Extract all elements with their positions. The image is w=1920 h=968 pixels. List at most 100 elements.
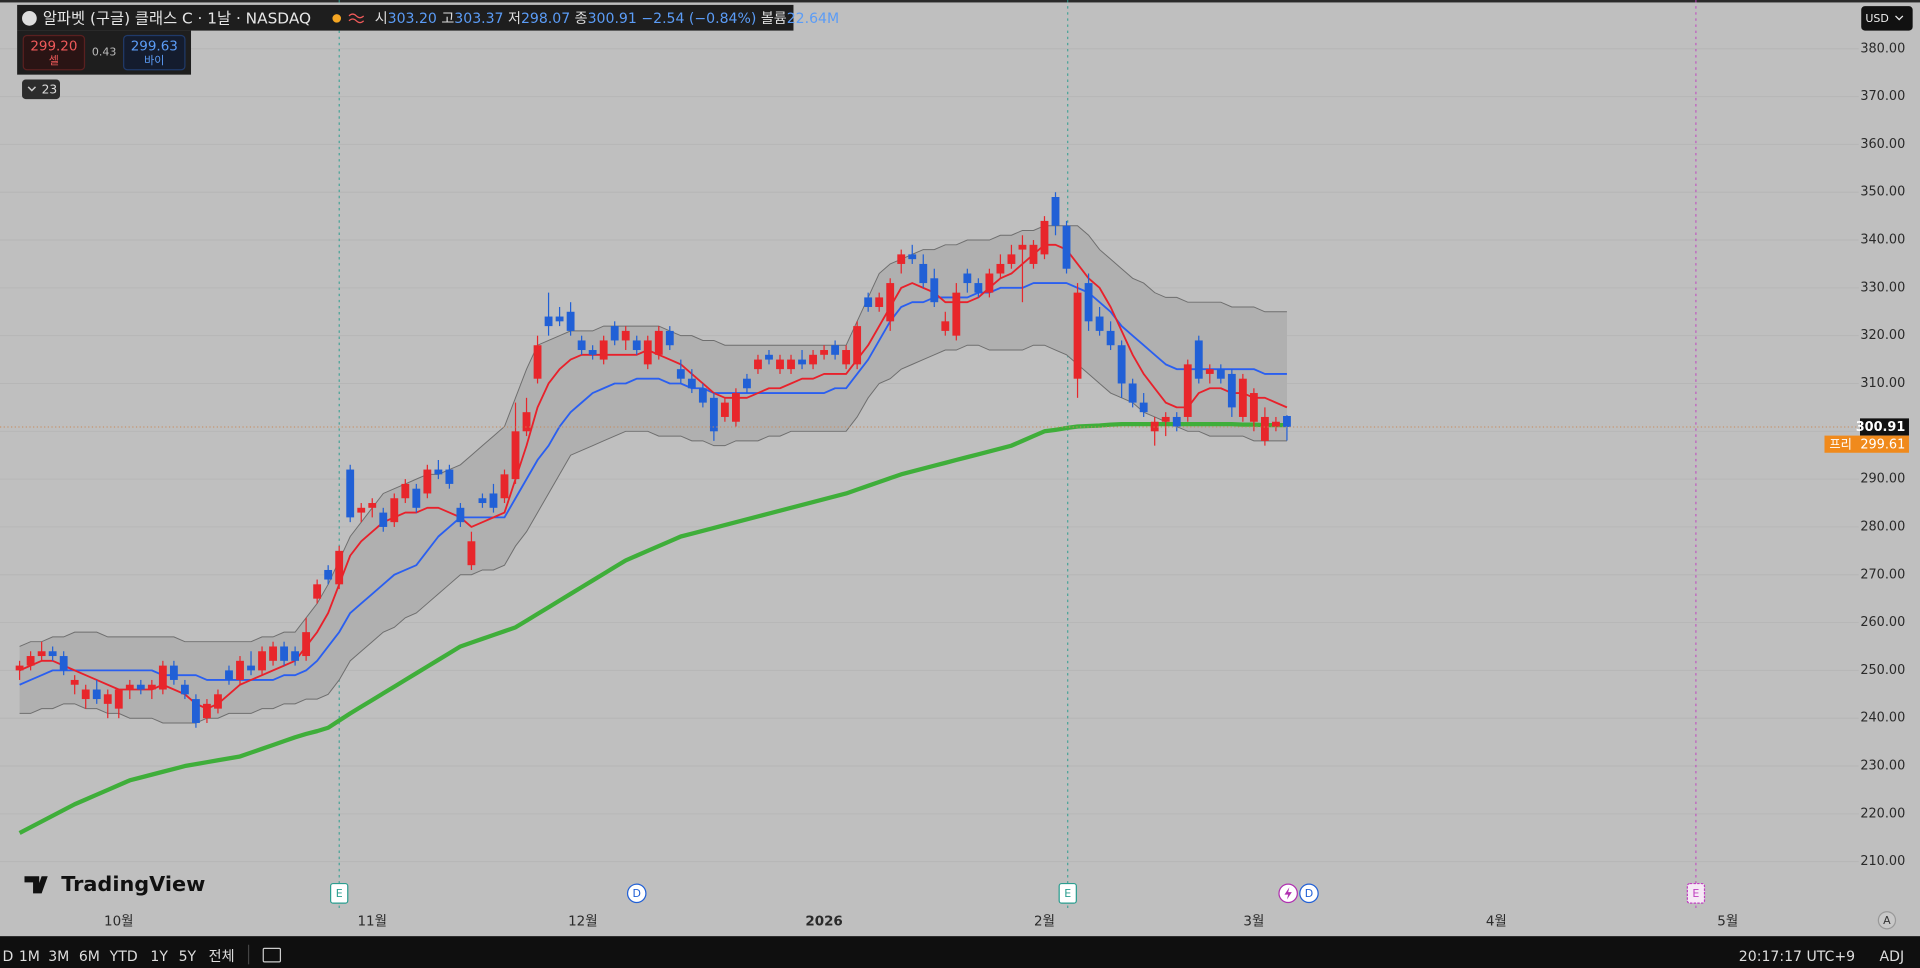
chevron-icon xyxy=(1895,15,1904,21)
buy-button[interactable] xyxy=(123,34,186,71)
candle-body xyxy=(798,359,806,365)
range-button[interactable]: YTD xyxy=(109,949,138,965)
event-label: D xyxy=(1305,887,1313,900)
candle-body xyxy=(864,297,873,307)
candle-body xyxy=(1272,421,1280,427)
y-tick-label: 380.00 xyxy=(1860,41,1905,56)
candle-body xyxy=(335,550,344,585)
y-tick-label: 210.00 xyxy=(1860,854,1905,869)
candle-body xyxy=(423,469,432,494)
candle-body xyxy=(1051,197,1060,226)
candle-body xyxy=(842,350,851,365)
candle-body xyxy=(379,512,388,527)
candle-body xyxy=(908,254,917,260)
candle-body xyxy=(985,273,994,293)
candle-body xyxy=(92,689,101,700)
volume-value: 22.64M xyxy=(787,11,839,27)
candle-body xyxy=(236,660,244,680)
candle-body xyxy=(820,350,828,355)
candle-body xyxy=(48,651,57,657)
y-tick-label: 270.00 xyxy=(1860,567,1905,582)
y-tick-label: 260.00 xyxy=(1860,615,1905,630)
symbol: 알파벳 (구글) 클래스 C · 1날 · NASDAQ xyxy=(43,9,311,27)
adj-button[interactable]: ADJ xyxy=(1880,949,1905,965)
candle-body xyxy=(1216,369,1225,379)
candle-body xyxy=(247,665,255,671)
y-tick-label: 320.00 xyxy=(1860,328,1905,343)
candle-body xyxy=(809,354,817,365)
range-button[interactable]: 3M xyxy=(48,949,69,965)
clock: 20:17:17 UTC+9 xyxy=(1739,949,1855,965)
y-tick-label: 360.00 xyxy=(1860,137,1905,152)
candle-body xyxy=(269,646,277,661)
y-tick-label: 240.00 xyxy=(1860,711,1905,726)
range-button[interactable]: 전체 xyxy=(209,949,235,965)
y-tick-label: 370.00 xyxy=(1860,89,1905,104)
indicators-toggle[interactable] xyxy=(22,79,60,100)
event-label: E xyxy=(1692,887,1699,900)
candle-body xyxy=(709,397,718,432)
top-border xyxy=(0,0,1920,3)
candle-body xyxy=(996,263,1005,274)
candle-body xyxy=(1238,378,1247,417)
auto-scale-button[interactable] xyxy=(1877,911,1897,930)
buy-label: 바이 xyxy=(144,54,164,67)
x-tick-label: 10월 xyxy=(104,913,134,929)
candle-body xyxy=(114,689,123,709)
candle-body xyxy=(963,273,972,284)
range-buttons: D 1M 3M 6M YTD 1Y 5Y 전체 xyxy=(2,949,234,965)
candle-body xyxy=(566,311,575,331)
candle-body xyxy=(743,378,751,389)
candle-body xyxy=(533,345,542,379)
candle-body xyxy=(302,632,311,657)
range-button[interactable]: 1M xyxy=(19,949,40,965)
candle-body xyxy=(401,483,410,499)
candle-body xyxy=(919,263,928,284)
candle-body xyxy=(665,330,674,346)
event-label: E xyxy=(1064,887,1071,900)
candle-body xyxy=(974,283,983,293)
candle-body xyxy=(291,651,300,661)
candle-body xyxy=(357,507,366,513)
y-tick-label: 280.00 xyxy=(1860,519,1905,534)
candle-body xyxy=(192,699,200,723)
event-badge[interactable] xyxy=(1299,883,1319,904)
candle-body xyxy=(1227,373,1236,408)
range-button[interactable]: 6M xyxy=(79,949,100,965)
event-label: D xyxy=(632,887,640,900)
candle-body xyxy=(776,359,784,370)
candle-body xyxy=(1106,330,1115,346)
ohlc-label: 고 xyxy=(441,11,454,27)
candle-body xyxy=(632,340,641,351)
currency-button[interactable] xyxy=(1861,6,1913,31)
candle-body xyxy=(698,388,707,403)
candle-body xyxy=(445,469,454,484)
candle-body xyxy=(59,656,68,671)
candle-body xyxy=(1040,220,1049,255)
event-badge[interactable] xyxy=(1058,882,1077,904)
date-range-icon[interactable] xyxy=(262,947,282,963)
candle-body xyxy=(687,378,696,389)
change: −2.54 (−0.84%) xyxy=(641,11,756,27)
range-button[interactable]: D xyxy=(2,949,13,965)
candle-body xyxy=(15,665,24,671)
y-tick-label: 290.00 xyxy=(1860,472,1905,487)
sell-button[interactable] xyxy=(22,34,86,71)
candle-body xyxy=(886,283,895,322)
range-button[interactable]: 5Y xyxy=(179,949,197,965)
session-icon xyxy=(332,14,342,23)
pre-market-box xyxy=(1824,435,1909,453)
candle-body xyxy=(621,330,630,341)
range-button[interactable]: 1Y xyxy=(150,949,168,965)
candle-body xyxy=(489,493,498,508)
pre-market-name: 프리 xyxy=(1829,437,1852,451)
y-tick-label: 330.00 xyxy=(1860,280,1905,295)
event-badge[interactable] xyxy=(1686,882,1706,904)
candle-body xyxy=(258,651,266,671)
candle-body xyxy=(1260,416,1269,441)
event-badge[interactable] xyxy=(330,882,349,904)
candle-body xyxy=(70,679,79,685)
event-badge[interactable] xyxy=(626,883,647,904)
candle-body xyxy=(500,474,509,499)
x-tick-label: 12월 xyxy=(568,913,598,929)
